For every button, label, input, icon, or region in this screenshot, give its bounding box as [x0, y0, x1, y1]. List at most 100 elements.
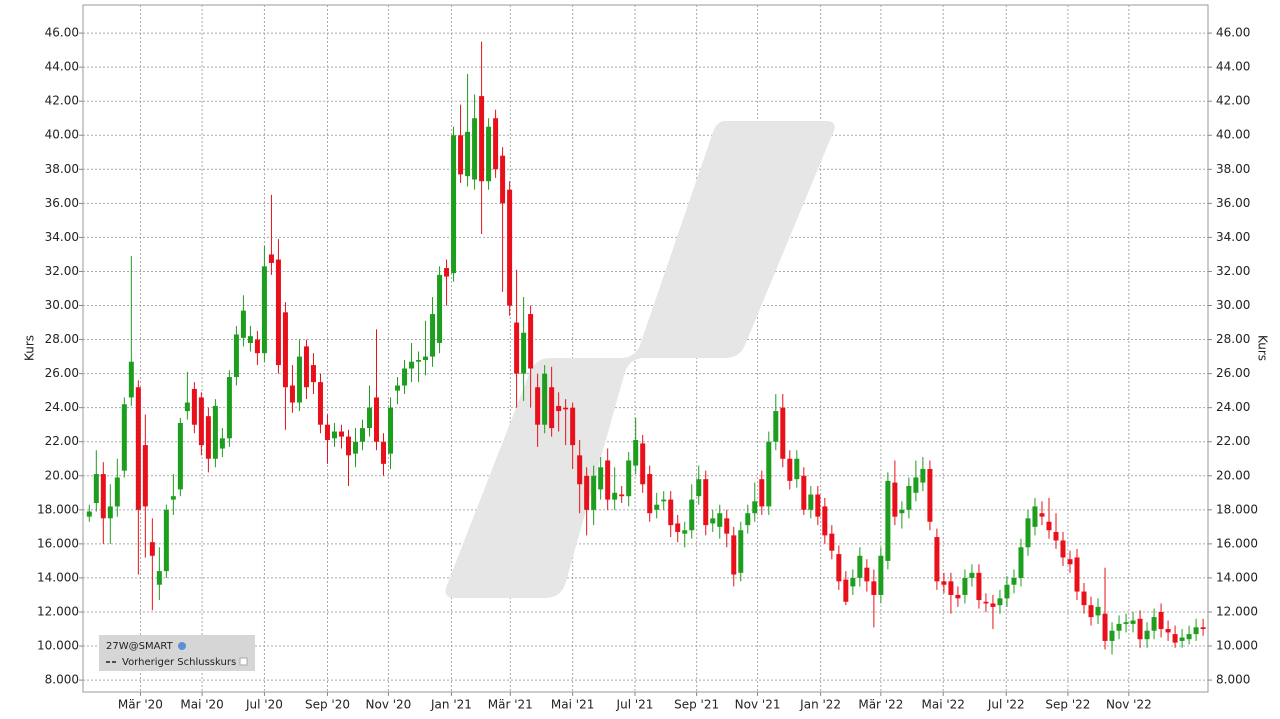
- candle-body: [794, 458, 800, 480]
- candle-body: [1123, 622, 1129, 624]
- x-tick-label: Mai '22: [921, 698, 964, 712]
- candle-body: [1039, 513, 1045, 517]
- y-tick-label: 10.000: [37, 639, 79, 653]
- candle-body: [899, 509, 905, 514]
- candle-body: [219, 438, 225, 449]
- candle-body: [240, 310, 246, 338]
- y2-tick-label: 44.00: [1216, 60, 1250, 74]
- y2-tick-label: 12.000: [1216, 604, 1258, 618]
- candle-body: [1046, 521, 1052, 531]
- x-tick-label: Jan '21: [430, 698, 472, 712]
- y2-tick-label: 46.00: [1216, 26, 1250, 40]
- y2-axis-label: Kurs: [1256, 335, 1270, 361]
- candle-body: [275, 259, 281, 366]
- candle-body: [1158, 611, 1164, 630]
- candle-body: [528, 314, 534, 369]
- candle-body: [1179, 637, 1185, 641]
- candle-body: [591, 475, 597, 510]
- candle-body: [857, 555, 863, 578]
- candle-body: [191, 388, 197, 425]
- x-tick-label: Sep '20: [305, 698, 350, 712]
- candle-body: [892, 482, 898, 517]
- candle-body: [261, 266, 267, 354]
- candle-body: [233, 334, 239, 378]
- candle-body: [752, 501, 758, 514]
- candle-body: [598, 467, 604, 490]
- candle-body: [1172, 634, 1178, 643]
- y-tick-label: 36.00: [45, 196, 79, 210]
- candle-body: [486, 126, 492, 182]
- candle-body: [303, 346, 309, 388]
- candle-body: [871, 581, 877, 595]
- candle-body: [983, 601, 989, 604]
- legend: 27W@SMART Vorheriger Schlusskurs: [99, 635, 255, 671]
- candle-body: [352, 441, 358, 454]
- candle-body: [563, 407, 569, 410]
- y2-tick-label: 32.00: [1216, 264, 1250, 278]
- y-tick-label: 32.00: [45, 264, 79, 278]
- candle-body: [850, 577, 856, 587]
- candle-body: [717, 513, 723, 527]
- y2-tick-label: 24.00: [1216, 400, 1250, 414]
- candle-body: [626, 460, 632, 497]
- candle-body: [682, 530, 688, 534]
- candle-body: [409, 361, 415, 369]
- y2-tick-label: 30.00: [1216, 298, 1250, 312]
- y-tick-label: 28.00: [45, 332, 79, 346]
- candle-body: [661, 499, 667, 502]
- x-tick-label: Nov '22: [1106, 698, 1152, 712]
- candle-body: [689, 499, 695, 531]
- candle-body: [1102, 613, 1108, 641]
- candle-body: [226, 377, 232, 439]
- x-tick-label: Mär '22: [858, 698, 903, 712]
- candle-body: [605, 460, 611, 500]
- candle-body: [1165, 629, 1171, 633]
- candle-body: [198, 397, 204, 446]
- candle-body: [114, 477, 120, 507]
- x-tick-label: Nov '20: [366, 698, 412, 712]
- y2-tick-label: 42.00: [1216, 94, 1250, 108]
- candle-body: [822, 506, 828, 536]
- candle-body: [507, 189, 513, 306]
- x-tick-label: Jul '22: [987, 698, 1025, 712]
- candle-body: [338, 431, 344, 437]
- y-tick-label: 24.00: [45, 400, 79, 414]
- candle-body: [864, 567, 870, 582]
- candle-body: [675, 523, 681, 532]
- y2-tick-label: 26.00: [1216, 366, 1250, 380]
- candle-body: [163, 509, 169, 572]
- candle-body: [724, 518, 730, 534]
- candle-body: [612, 492, 618, 500]
- candle-body: [997, 598, 1003, 606]
- candle-body: [815, 494, 821, 517]
- candle-body: [773, 411, 779, 442]
- candle-body: [577, 455, 583, 485]
- x-tick-label: Mär '20: [118, 698, 163, 712]
- candle-body: [1011, 577, 1017, 585]
- candle-body: [156, 571, 162, 585]
- legend-label: Vorheriger Schlusskurs: [122, 657, 236, 668]
- y2-tick-label: 14.000: [1216, 570, 1258, 584]
- candle-body: [668, 499, 674, 526]
- candle-body: [829, 533, 835, 551]
- candle-body: [654, 504, 660, 510]
- candle-body: [836, 554, 842, 582]
- candle-body: [374, 397, 380, 442]
- legend-checkbox[interactable]: [239, 657, 248, 666]
- candle-body: [331, 431, 337, 439]
- candle-body: [1081, 591, 1087, 606]
- candle-body: [969, 572, 975, 578]
- candle-body: [324, 424, 330, 441]
- candle-body: [514, 322, 520, 374]
- candle-body: [395, 385, 401, 391]
- candle-body: [906, 485, 912, 510]
- candle-body: [142, 445, 148, 507]
- candle-body: [367, 407, 373, 429]
- candle-body: [430, 314, 436, 357]
- candle-body: [128, 361, 134, 398]
- candle-body: [1053, 531, 1059, 541]
- candle-body: [1109, 630, 1115, 641]
- y-tick-label: 34.00: [45, 230, 79, 244]
- candle-body: [451, 135, 457, 274]
- candle-body: [696, 479, 702, 497]
